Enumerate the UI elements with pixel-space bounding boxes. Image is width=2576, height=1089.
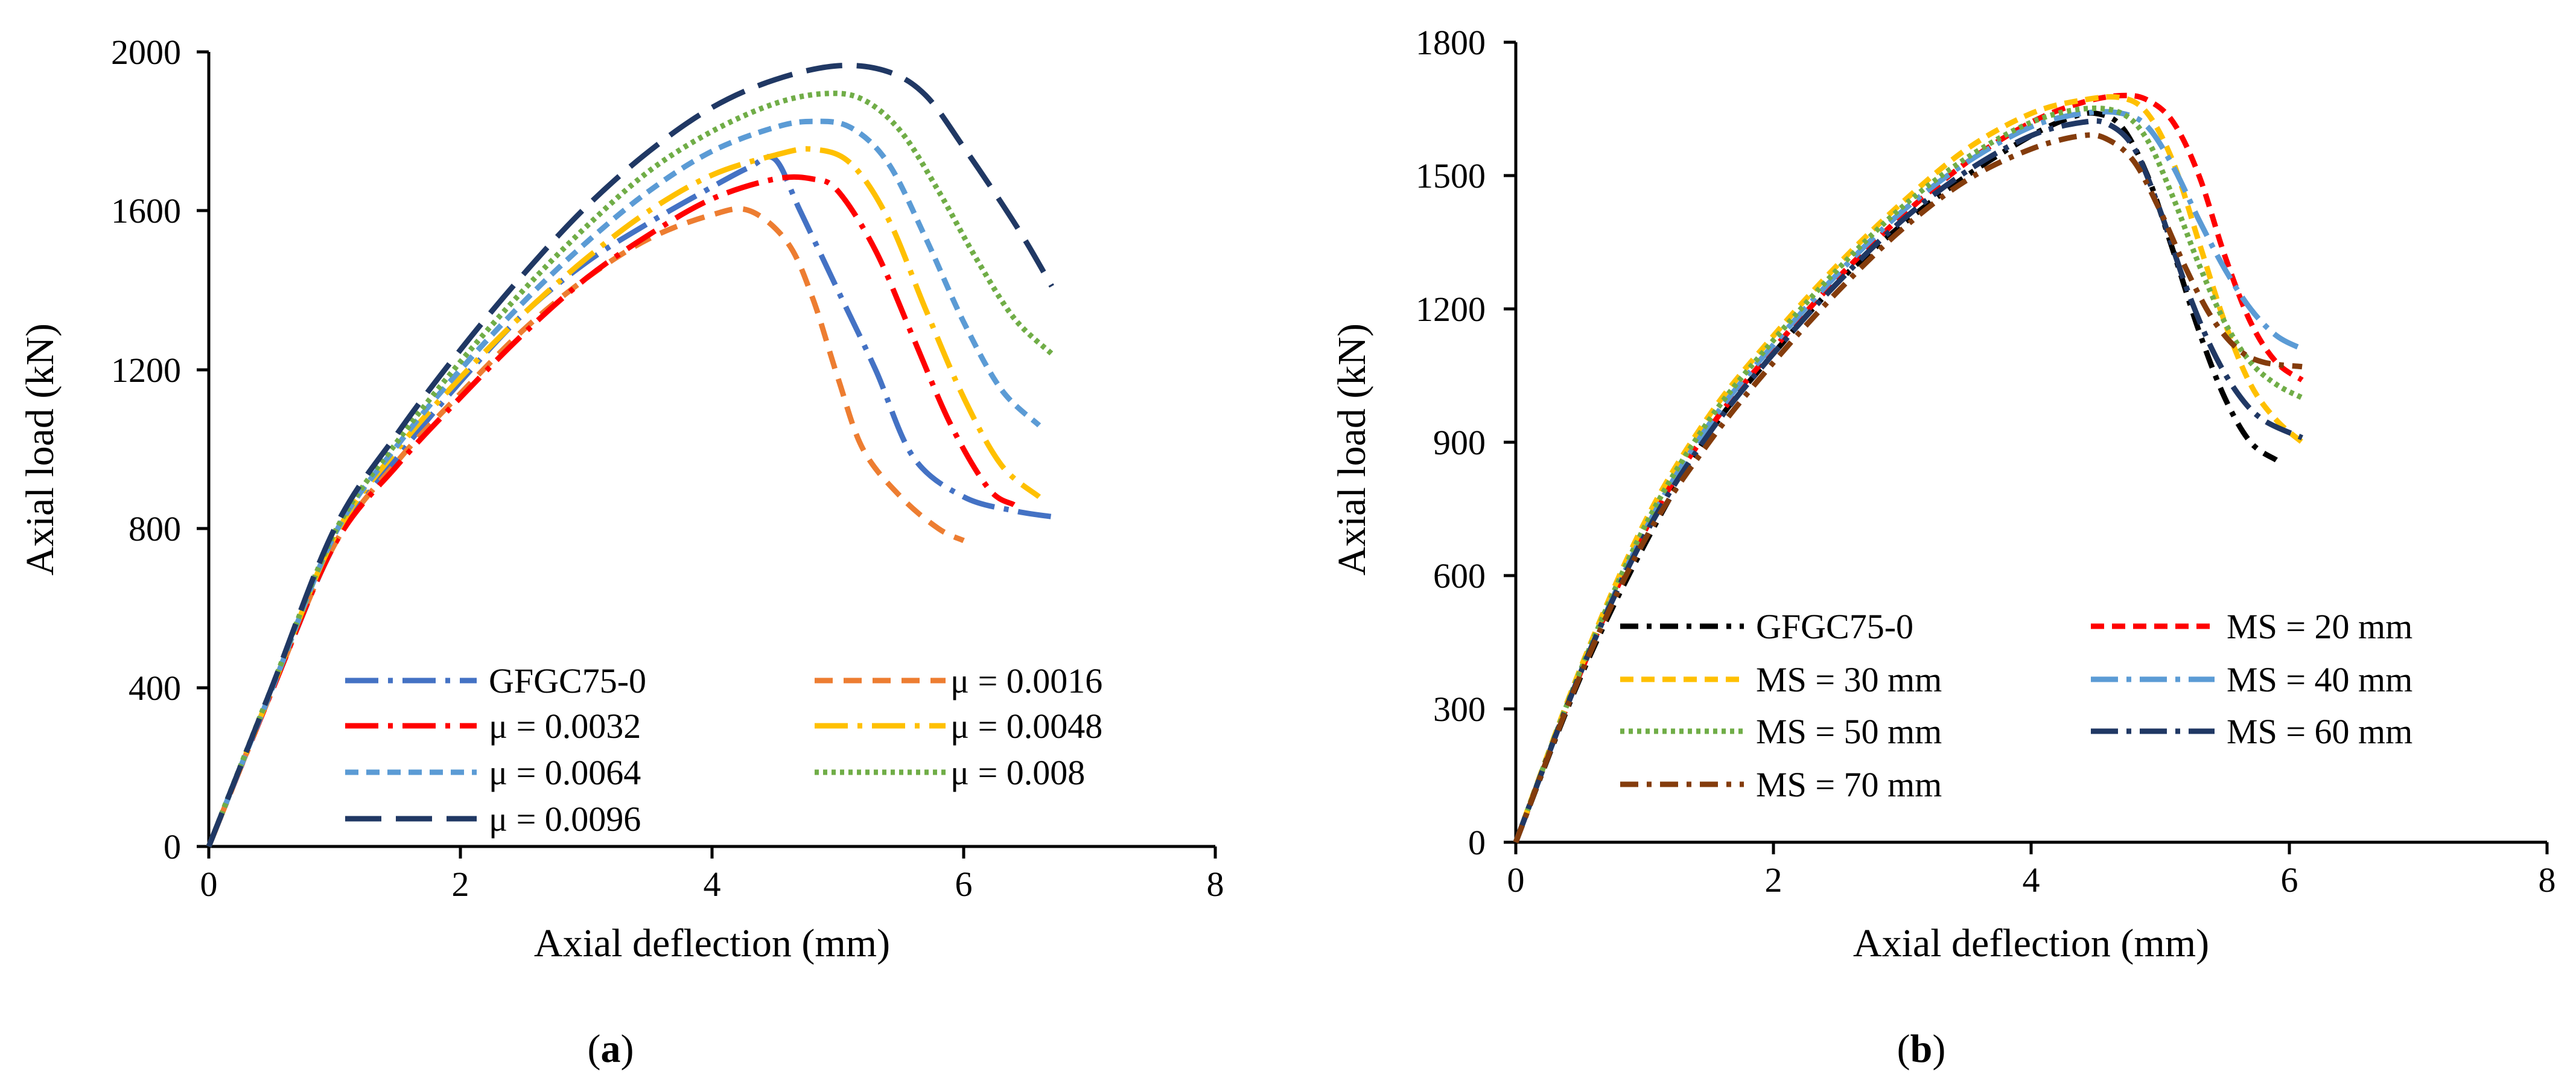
- panel-a-x-tick-label: 2: [452, 865, 469, 904]
- panel-b-series-group: [1513, 92, 2304, 843]
- legend-label-ms-50: MS = 50 mm: [1756, 712, 1942, 751]
- legend-label-mu-008: μ = 0.008: [950, 753, 1085, 792]
- panel-b-label: (b): [1897, 1027, 1946, 1071]
- panel-a-y-tick-label: 800: [129, 509, 181, 548]
- panel-b-y-tick-label: 1500: [1416, 156, 1486, 195]
- panel-a-y-axis: 0 400 800 1200 1600 2000: [111, 33, 211, 866]
- panel-b-x-axis: 0 2 4 6 8: [1507, 840, 2556, 900]
- panel-a-legend: GFGC75-0 μ = 0.0016 μ = 0.0032 μ = 0.004…: [345, 661, 1102, 839]
- panel-a-x-tick-label: 4: [704, 865, 721, 904]
- series-line--0-0096: [206, 62, 1054, 848]
- legend-label-ms-30: MS = 30 mm: [1756, 660, 1942, 699]
- panel-a-y-tick-label: 2000: [111, 33, 181, 72]
- panel-b-y-tick-label: 900: [1433, 423, 1486, 462]
- panel-b-x-tick-label: 6: [2281, 860, 2298, 900]
- panel-a-x-tick-label: 6: [955, 865, 973, 904]
- panel-a-x-tick-label: 0: [200, 865, 218, 904]
- legend-label-mu-0032: μ = 0.0032: [489, 706, 641, 746]
- panel-a: 0 2 4 6 8 0 400 800 1200 1600 2000 Axial…: [18, 33, 1224, 1071]
- panel-b-y-tick-label: 0: [1468, 823, 1486, 862]
- legend-label-gfgc75-0-b: GFGC75-0: [1756, 607, 1913, 646]
- panel-a-y-tick-label: 1600: [111, 191, 181, 230]
- series-line-ms-30-mm: [1513, 94, 2304, 843]
- legend-label-ms-70: MS = 70 mm: [1756, 765, 1942, 804]
- legend-label-ms-60: MS = 60 mm: [2227, 712, 2412, 751]
- panel-b-x-tick-label: 8: [2539, 860, 2556, 900]
- panel-a-y-tick-label: 0: [164, 827, 181, 866]
- panel-b-x-tick-label: 4: [2023, 860, 2040, 900]
- legend-label-mu-0016: μ = 0.0016: [950, 661, 1102, 700]
- panel-b-y-axis-title: Axial load (kN): [1330, 323, 1374, 576]
- series-line--0-0016: [206, 206, 965, 848]
- series-line-ms-70-mm: [1513, 132, 2303, 843]
- legend-label-ms-20: MS = 20 mm: [2227, 607, 2412, 646]
- legend-label-mu-0048: μ = 0.0048: [950, 706, 1102, 746]
- panel-a-x-axis-title: Axial deflection (mm): [534, 921, 890, 965]
- panel-b-legend: GFGC75-0 MS = 20 mm MS = 30 mm MS = 40 m…: [1620, 607, 2412, 804]
- panel-b-x-axis-title: Axial deflection (mm): [1853, 921, 2209, 965]
- panel-b: 0 2 4 6 8 0 300 600 900 1200 1500 1800 A…: [1330, 23, 2556, 1071]
- panel-b-x-tick-label: 2: [1765, 860, 1783, 900]
- panel-b-y-tick-label: 600: [1433, 556, 1486, 595]
- panel-b-y-tick-label: 1800: [1416, 23, 1486, 62]
- panel-b-y-axis: 0 300 600 900 1200 1500 1800: [1416, 23, 1518, 862]
- legend-label-gfgc75-0: GFGC75-0: [489, 661, 646, 700]
- series-line--0-0032: [206, 174, 1016, 848]
- panel-a-x-axis: 0 2 4 6 8: [200, 845, 1224, 904]
- series-line--0-0064: [206, 118, 1042, 848]
- panel-a-series-group: [206, 62, 1054, 848]
- panel-a-y-tick-label: 1200: [111, 351, 181, 390]
- series-line-ms-50-mm: [1513, 105, 2304, 843]
- panel-b-y-tick-label: 1200: [1416, 290, 1486, 329]
- panel-b-x-tick-label: 0: [1507, 860, 1525, 900]
- legend-label-ms-40: MS = 40 mm: [2227, 660, 2412, 699]
- legend-label-mu-0096: μ = 0.0096: [489, 799, 641, 839]
- panel-a-label: (a): [588, 1027, 634, 1071]
- legend-label-mu-0064: μ = 0.0064: [489, 753, 641, 792]
- panel-a-x-tick-label: 8: [1207, 865, 1224, 904]
- panel-b-y-tick-label: 300: [1433, 690, 1486, 729]
- panel-a-y-tick-label: 400: [129, 668, 181, 708]
- panel-a-y-axis-title: Axial load (kN): [18, 323, 62, 576]
